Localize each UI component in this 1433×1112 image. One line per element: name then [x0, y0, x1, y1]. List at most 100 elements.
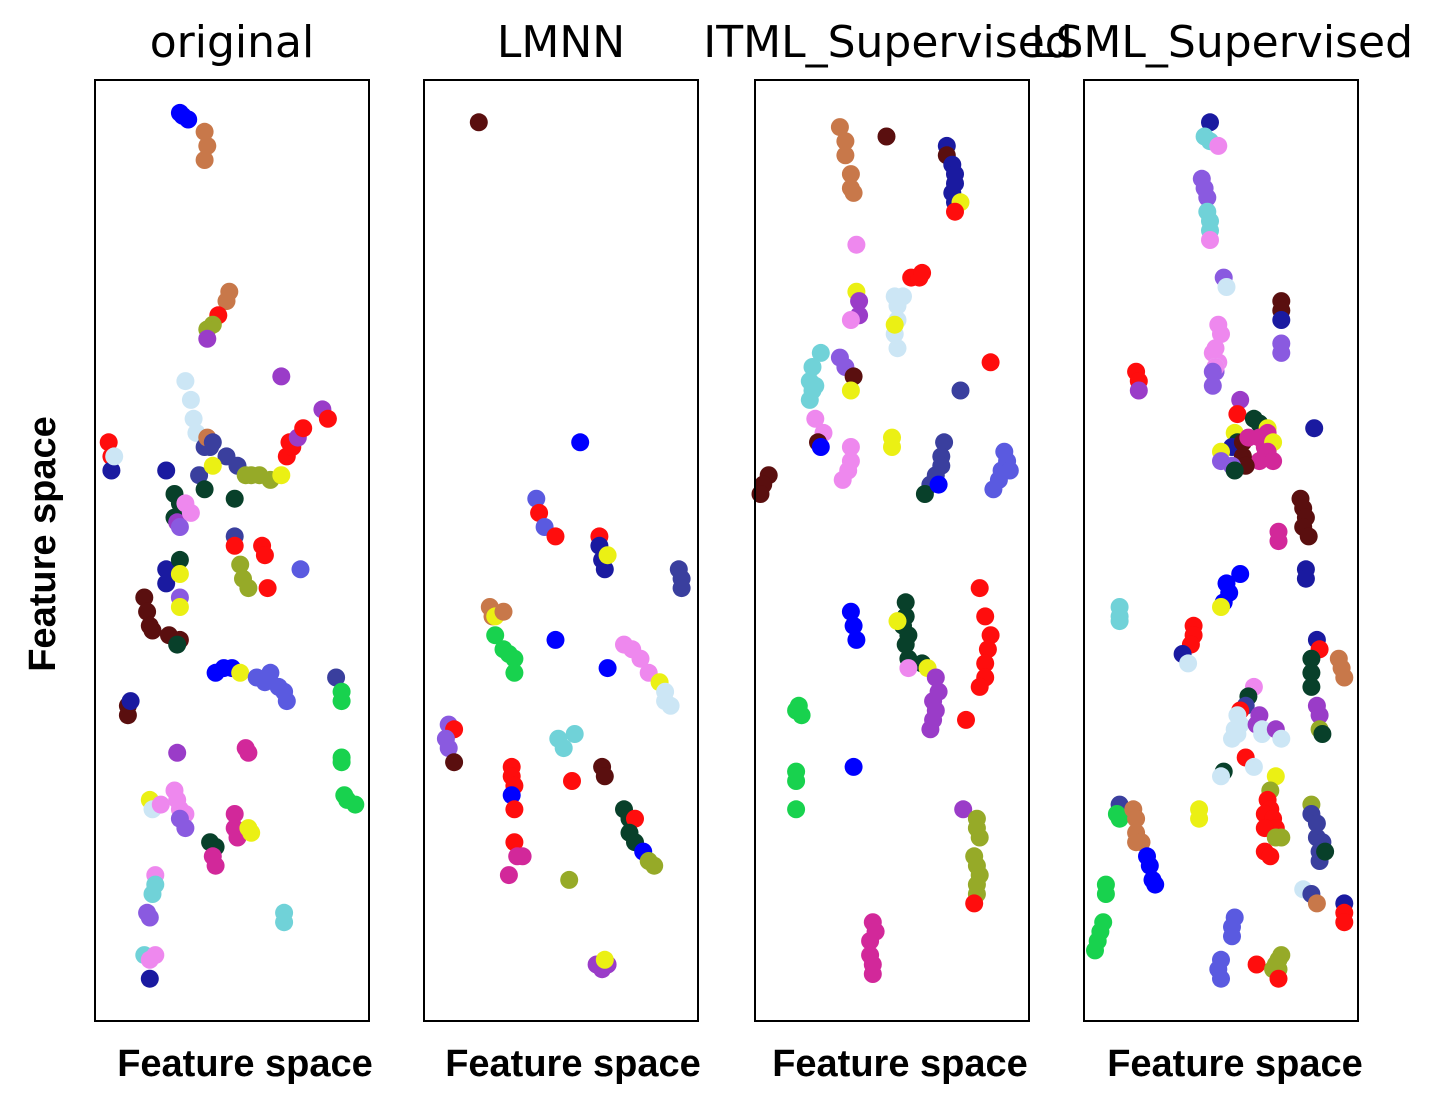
data-point-olive [239, 579, 258, 598]
data-point-red [294, 419, 313, 438]
data-point-red [1335, 913, 1354, 932]
data-point-lightblue [1228, 725, 1247, 743]
data-point-lightblue [105, 447, 124, 466]
data-point-yellow [242, 823, 261, 842]
data-point-lavender [170, 518, 189, 536]
data-point-darkgreen [195, 480, 214, 499]
data-point-red [626, 809, 644, 828]
data-point-brown [836, 132, 855, 151]
data-point-lightblue [1212, 767, 1230, 786]
data-point-lightblue [176, 372, 195, 391]
data-point-slate [1307, 814, 1326, 833]
data-point-violet [151, 795, 170, 814]
data-point-magenta [861, 932, 880, 950]
data-point-red [1247, 955, 1266, 974]
data-point-brown [195, 151, 214, 169]
data-point-brown [494, 602, 513, 621]
data-point-yellow [1266, 767, 1285, 786]
y-axis-label: Feature space [22, 416, 64, 672]
data-point-maroon [1299, 527, 1318, 546]
data-point-olive [645, 856, 664, 875]
data-point-red [981, 626, 1000, 645]
data-point-violet [146, 946, 165, 965]
data-point-darkgreen [1225, 461, 1244, 480]
data-point-navy [1296, 569, 1315, 588]
data-point-yellow [888, 612, 907, 631]
data-point-blue [841, 602, 860, 621]
data-point-red [563, 772, 581, 790]
data-point-brown [1127, 809, 1146, 828]
data-point-blue [1140, 856, 1159, 875]
data-point-darkgreen [225, 489, 244, 508]
data-point-red [970, 677, 989, 696]
data-point-red [957, 710, 975, 729]
scatter-points [1086, 113, 1354, 988]
data-point-magenta [239, 743, 258, 762]
data-point-red [1228, 405, 1247, 424]
data-point-lightblue [181, 390, 200, 409]
data-point-red [1269, 969, 1288, 988]
data-point-red [981, 353, 1000, 372]
data-point-maroon [469, 113, 488, 132]
data-point-lavender [176, 819, 195, 838]
data-point-purple [272, 367, 291, 386]
data-point-green [332, 753, 351, 772]
data-point-magenta [225, 805, 244, 823]
data-point-blue [847, 630, 866, 649]
data-point-darkgreen [896, 635, 915, 654]
data-point-lavender [1203, 376, 1222, 395]
scatter-points [436, 113, 691, 979]
data-point-magenta [1250, 452, 1269, 471]
data-point-brown [841, 165, 860, 184]
data-point-royal [261, 663, 280, 682]
panel-lmnn: LMNN Feature space [423, 17, 701, 1085]
data-point-lightblue [1179, 654, 1198, 673]
plot-frame [423, 79, 699, 1022]
data-point-lightblue [1272, 729, 1291, 748]
data-point-magenta [206, 856, 225, 875]
data-point-magenta [513, 847, 532, 866]
data-point-navy [157, 560, 176, 579]
data-point-blue [571, 433, 590, 452]
data-point-darkgreen [168, 635, 187, 654]
data-point-magenta [863, 965, 882, 983]
data-point-red [258, 579, 277, 598]
data-point-lavender [140, 908, 159, 927]
data-point-cyan [806, 376, 825, 395]
data-point-green [486, 626, 505, 645]
data-point-blue [929, 475, 948, 494]
data-point-darkgreen [915, 485, 934, 503]
data-point-cyan [800, 390, 819, 409]
data-point-red [505, 800, 524, 819]
data-point-blue [811, 438, 830, 456]
data-point-maroon [143, 621, 162, 640]
data-point-darkgreen [1302, 677, 1321, 696]
data-point-brown [844, 183, 863, 202]
data-point-red [318, 409, 337, 428]
data-point-purple [1129, 381, 1148, 400]
data-point-red [255, 546, 274, 565]
data-point-green [792, 706, 811, 725]
plot-frame [94, 79, 370, 1022]
data-point-green [1110, 809, 1129, 828]
data-point-blue [179, 110, 198, 129]
data-point-navy [1201, 113, 1219, 132]
data-point-brown [1307, 894, 1326, 913]
data-point-purple [921, 720, 940, 739]
panel-itml-supervised: ITML_Supervised Feature space [703, 17, 1072, 1085]
data-point-violet [631, 649, 650, 668]
data-point-royal [1000, 461, 1019, 480]
data-point-red [978, 640, 997, 659]
panel-lsml-supervised: LSML_Supervised Feature space [1031, 17, 1413, 1085]
data-point-red [970, 579, 989, 598]
data-point-blue [1231, 565, 1250, 583]
panel-title: original [150, 17, 314, 68]
plot-frame [1083, 79, 1359, 1022]
data-point-maroon [135, 588, 154, 607]
data-point-royal [291, 560, 310, 579]
data-point-blue [546, 630, 565, 649]
data-point-blue [1146, 875, 1165, 894]
data-point-royal [1223, 927, 1241, 946]
data-point-navy [140, 969, 159, 988]
data-point-magenta [1264, 452, 1283, 471]
